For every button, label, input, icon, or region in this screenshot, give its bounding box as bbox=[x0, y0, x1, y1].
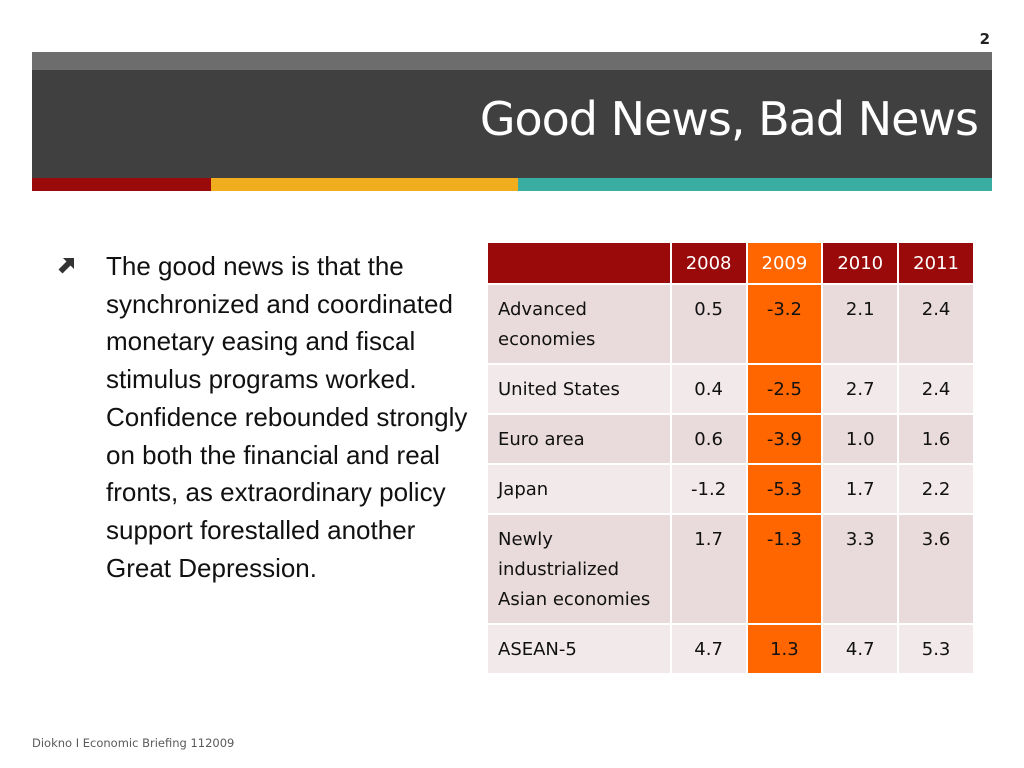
header-2008: 2008 bbox=[669, 241, 748, 285]
cell-2011: 3.6 bbox=[897, 513, 975, 625]
cell-2009: -3.9 bbox=[745, 413, 824, 465]
arrow-up-right-icon bbox=[58, 256, 76, 274]
header-blank bbox=[486, 241, 672, 285]
slide-footer: Diokno I Economic Briefing 112009 bbox=[32, 736, 235, 750]
row-label: Japan bbox=[486, 463, 672, 515]
row-label: ASEAN-5 bbox=[486, 623, 672, 675]
table-row: Japan -1.2 -5.3 1.7 2.2 bbox=[486, 463, 975, 515]
table-row: Euro area 0.6 -3.9 1.0 1.6 bbox=[486, 413, 975, 465]
cell-2010: 2.1 bbox=[821, 283, 900, 365]
cell-2009: 1.3 bbox=[745, 623, 824, 675]
row-label: Advanced economies bbox=[486, 283, 672, 365]
cell-2010: 3.3 bbox=[821, 513, 900, 625]
cell-2009: -2.5 bbox=[745, 363, 824, 415]
cell-2009: -1.3 bbox=[745, 513, 824, 625]
cell-2011: 2.4 bbox=[897, 363, 975, 415]
cell-2008: 0.4 bbox=[669, 363, 748, 415]
table-row: ASEAN-5 4.7 1.3 4.7 5.3 bbox=[486, 623, 975, 675]
cell-2011: 1.6 bbox=[897, 413, 975, 465]
cell-2009: -5.3 bbox=[745, 463, 824, 515]
table-row: Newly industrialized Asian economies 1.7… bbox=[486, 513, 975, 625]
gdp-growth-table: 2008 2009 2010 2011 Advanced economies 0… bbox=[486, 241, 975, 675]
page-number: 2 bbox=[979, 30, 990, 48]
cell-2008: 0.6 bbox=[669, 413, 748, 465]
cell-2010: 4.7 bbox=[821, 623, 900, 675]
accent-stripe-red bbox=[32, 178, 211, 191]
row-label: Newly industrialized Asian economies bbox=[486, 513, 672, 625]
row-label: United States bbox=[486, 363, 672, 415]
table-header-row: 2008 2009 2010 2011 bbox=[486, 241, 975, 285]
cell-2010: 1.7 bbox=[821, 463, 900, 515]
header-2009: 2009 bbox=[745, 241, 824, 285]
bullet-text: The good news is that the synchronized a… bbox=[106, 251, 468, 583]
row-label: Euro area bbox=[486, 413, 672, 465]
table-row: United States 0.4 -2.5 2.7 2.4 bbox=[486, 363, 975, 415]
slide-title: Good News, Bad News bbox=[479, 92, 979, 146]
cell-2008: -1.2 bbox=[669, 463, 748, 515]
accent-stripe-gold bbox=[211, 178, 518, 191]
cell-2008: 0.5 bbox=[669, 283, 748, 365]
cell-2011: 2.2 bbox=[897, 463, 975, 515]
cell-2008: 1.7 bbox=[669, 513, 748, 625]
cell-2010: 1.0 bbox=[821, 413, 900, 465]
table-row: Advanced economies 0.5 -3.2 2.1 2.4 bbox=[486, 283, 975, 365]
cell-2011: 2.4 bbox=[897, 283, 975, 365]
cell-2008: 4.7 bbox=[669, 623, 748, 675]
header-2011: 2011 bbox=[897, 241, 975, 285]
accent-stripe-teal bbox=[518, 178, 992, 191]
header-2010: 2010 bbox=[821, 241, 900, 285]
cell-2011: 5.3 bbox=[897, 623, 975, 675]
cell-2010: 2.7 bbox=[821, 363, 900, 415]
title-band: Good News, Bad News bbox=[32, 70, 992, 178]
cell-2009: -3.2 bbox=[745, 283, 824, 365]
title-band-top bbox=[32, 52, 992, 70]
